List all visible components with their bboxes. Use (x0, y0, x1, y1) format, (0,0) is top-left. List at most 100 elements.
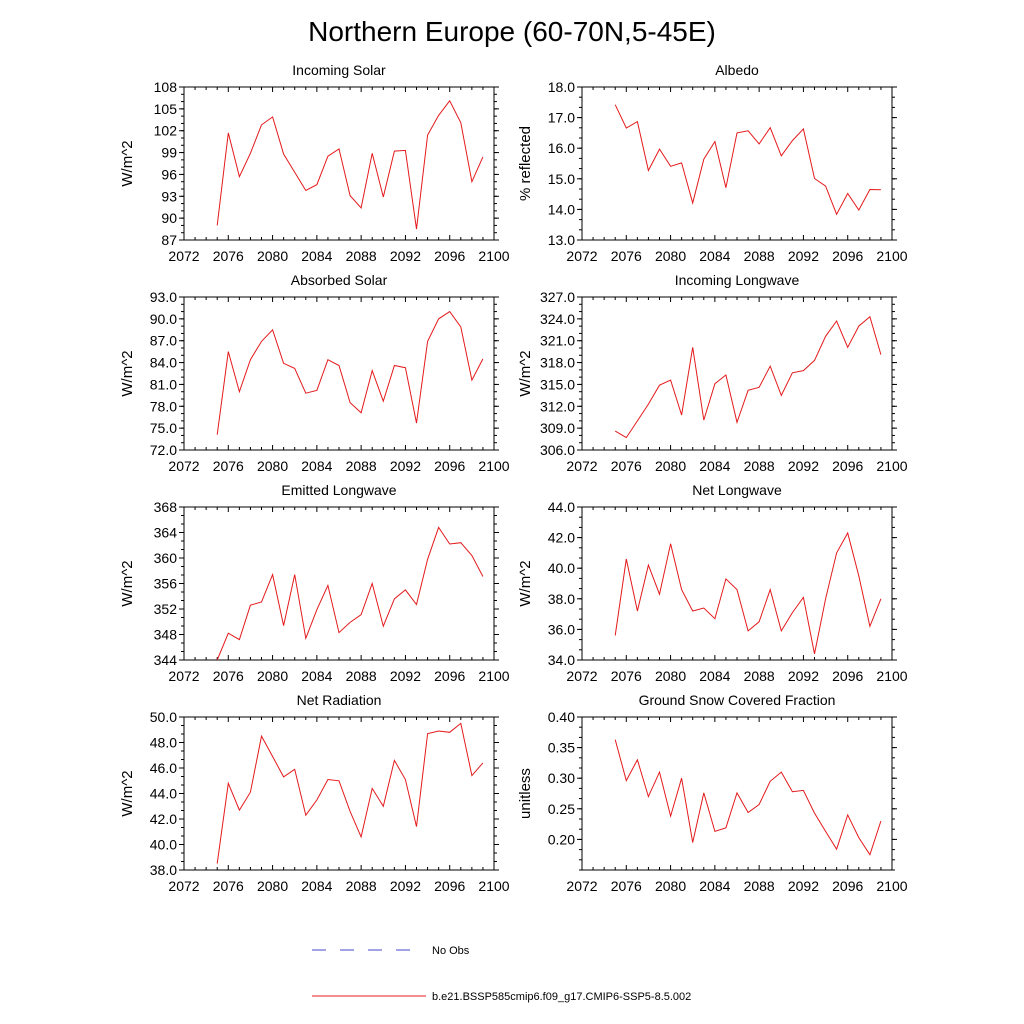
y-tick-label: 87 (161, 232, 177, 248)
y-tick-label: 44.0 (150, 786, 177, 802)
x-tick-label: 2076 (213, 248, 244, 264)
y-tick-label: 84.0 (150, 355, 177, 371)
x-tick-label: 2076 (213, 458, 244, 474)
y-tick-label: 321.0 (540, 333, 575, 349)
y-tick-label: 368 (154, 499, 178, 515)
legend-model-label: b.e21.BSSP585cmip6.f09_g17.CMIP6-SSP5-8.… (432, 991, 691, 1003)
x-tick-label: 2088 (346, 668, 377, 684)
x-tick-label: 2072 (566, 248, 597, 264)
x-tick-label: 2088 (346, 248, 377, 264)
x-tick-label: 2076 (213, 668, 244, 684)
x-tick-label: 2080 (257, 878, 288, 894)
panel-title: Net Longwave (692, 482, 782, 498)
x-tick-label: 2096 (434, 458, 465, 474)
y-tick-label: 17.0 (548, 110, 575, 126)
x-tick-label: 2092 (390, 878, 421, 894)
x-tick-label: 2100 (876, 458, 907, 474)
y-axis-label: W/m^2 (517, 350, 534, 396)
legend: No Obs b.e21.BSSP585cmip6.f09_g17.CMIP6-… (312, 945, 691, 1003)
panel-incoming-longwave: 2072 2076 2080 2084 2088 2092 2096 2100 306.0 309… (517, 272, 908, 474)
x-tick-label: 2096 (832, 458, 863, 474)
y-tick-label: 72.0 (150, 442, 177, 458)
plot-frame (183, 716, 495, 871)
y-axis-label: W/m^2 (517, 560, 534, 606)
x-tick-label: 2092 (788, 458, 819, 474)
x-tick-label: 2096 (434, 248, 465, 264)
y-tick-label: 40.0 (548, 560, 575, 576)
y-tick-label: 324.0 (540, 311, 575, 327)
y-tick-label: 14.0 (548, 201, 575, 217)
y-tick-label: 46.0 (150, 760, 177, 776)
y-tick-label: 344 (154, 652, 178, 668)
x-tick-label: 2092 (390, 248, 421, 264)
x-tick-label: 2088 (744, 248, 775, 264)
y-tick-label: 0.35 (548, 740, 575, 756)
y-tick-label: 315.0 (540, 376, 575, 392)
x-tick-label: 2072 (566, 668, 597, 684)
panel-incoming-solar: 2072 2076 2080 2084 2088 2092 2096 2100 87 90 93 96… (119, 62, 510, 264)
y-axis-label: unitless (517, 768, 534, 819)
y-tick-label: 93 (161, 188, 177, 204)
series-line (216, 722, 484, 864)
x-tick-label: 2080 (257, 248, 288, 264)
x-tick-label: 2092 (788, 878, 819, 894)
x-tick-label: 2100 (876, 668, 907, 684)
y-tick-label: 0.40 (548, 709, 575, 725)
panel-net-radiation: 2072 2076 2080 2084 2088 2092 2096 2100 38.0 40.0… (119, 692, 510, 894)
y-tick-label: 36.0 (548, 621, 575, 637)
y-tick-label: 364 (154, 525, 178, 541)
series-line (614, 104, 881, 216)
y-tick-label: 90 (161, 210, 177, 226)
x-tick-label: 2088 (744, 668, 775, 684)
x-tick-label: 2096 (434, 668, 465, 684)
x-tick-label: 2076 (611, 248, 642, 264)
y-tick-label: 81.0 (150, 376, 177, 392)
x-tick-label: 2080 (257, 668, 288, 684)
panel-title: Emitted Longwave (281, 482, 396, 498)
x-tick-label: 2100 (478, 458, 509, 474)
y-tick-label: 78.0 (150, 398, 177, 414)
y-axis-label: W/m^2 (119, 770, 136, 816)
x-tick-label: 2072 (566, 878, 597, 894)
y-tick-label: 38.0 (150, 862, 177, 878)
panel-title: Net Radiation (297, 692, 382, 708)
y-tick-label: 42.0 (548, 530, 575, 546)
plot-frame (183, 296, 495, 451)
x-tick-label: 2096 (434, 878, 465, 894)
x-tick-label: 2084 (699, 878, 730, 894)
x-tick-label: 2084 (699, 248, 730, 264)
figure-title: Northern Europe (60-70N,5-45E) (308, 16, 716, 47)
y-axis-label: W/m^2 (119, 350, 136, 396)
x-tick-label: 2084 (699, 458, 730, 474)
x-tick-label: 2096 (832, 878, 863, 894)
x-tick-label: 2076 (611, 458, 642, 474)
plot-frame (183, 86, 495, 241)
x-tick-label: 2072 (566, 458, 597, 474)
panels: 2072 2076 2080 2084 2088 2092 2096 2100 87 90 93 96… (119, 62, 908, 894)
y-tick-label: 75.0 (150, 420, 177, 436)
panel-title: Incoming Solar (292, 62, 386, 78)
y-tick-label: 90.0 (150, 311, 177, 327)
x-tick-label: 2088 (346, 878, 377, 894)
panel-title: Albedo (715, 62, 759, 78)
series-line (216, 99, 484, 230)
panel-title: Incoming Longwave (675, 272, 800, 288)
x-tick-label: 2084 (301, 248, 332, 264)
x-tick-label: 2100 (478, 248, 509, 264)
x-tick-label: 2072 (168, 878, 199, 894)
y-tick-label: 87.0 (150, 333, 177, 349)
x-tick-label: 2080 (655, 878, 686, 894)
x-tick-label: 2092 (390, 668, 421, 684)
x-tick-label: 2072 (168, 248, 199, 264)
y-tick-label: 34.0 (548, 652, 575, 668)
x-tick-label: 2084 (301, 458, 332, 474)
y-tick-label: 0.25 (548, 801, 575, 817)
x-tick-label: 2100 (478, 878, 509, 894)
series-line (216, 310, 484, 435)
x-tick-label: 2092 (788, 668, 819, 684)
y-tick-label: 99 (161, 145, 177, 161)
y-tick-label: 16.0 (548, 140, 575, 156)
plot-frame (581, 296, 893, 451)
panel-absorbed-solar: 2072 2076 2080 2084 2088 2092 2096 2100 72.0 75.0… (119, 272, 510, 474)
